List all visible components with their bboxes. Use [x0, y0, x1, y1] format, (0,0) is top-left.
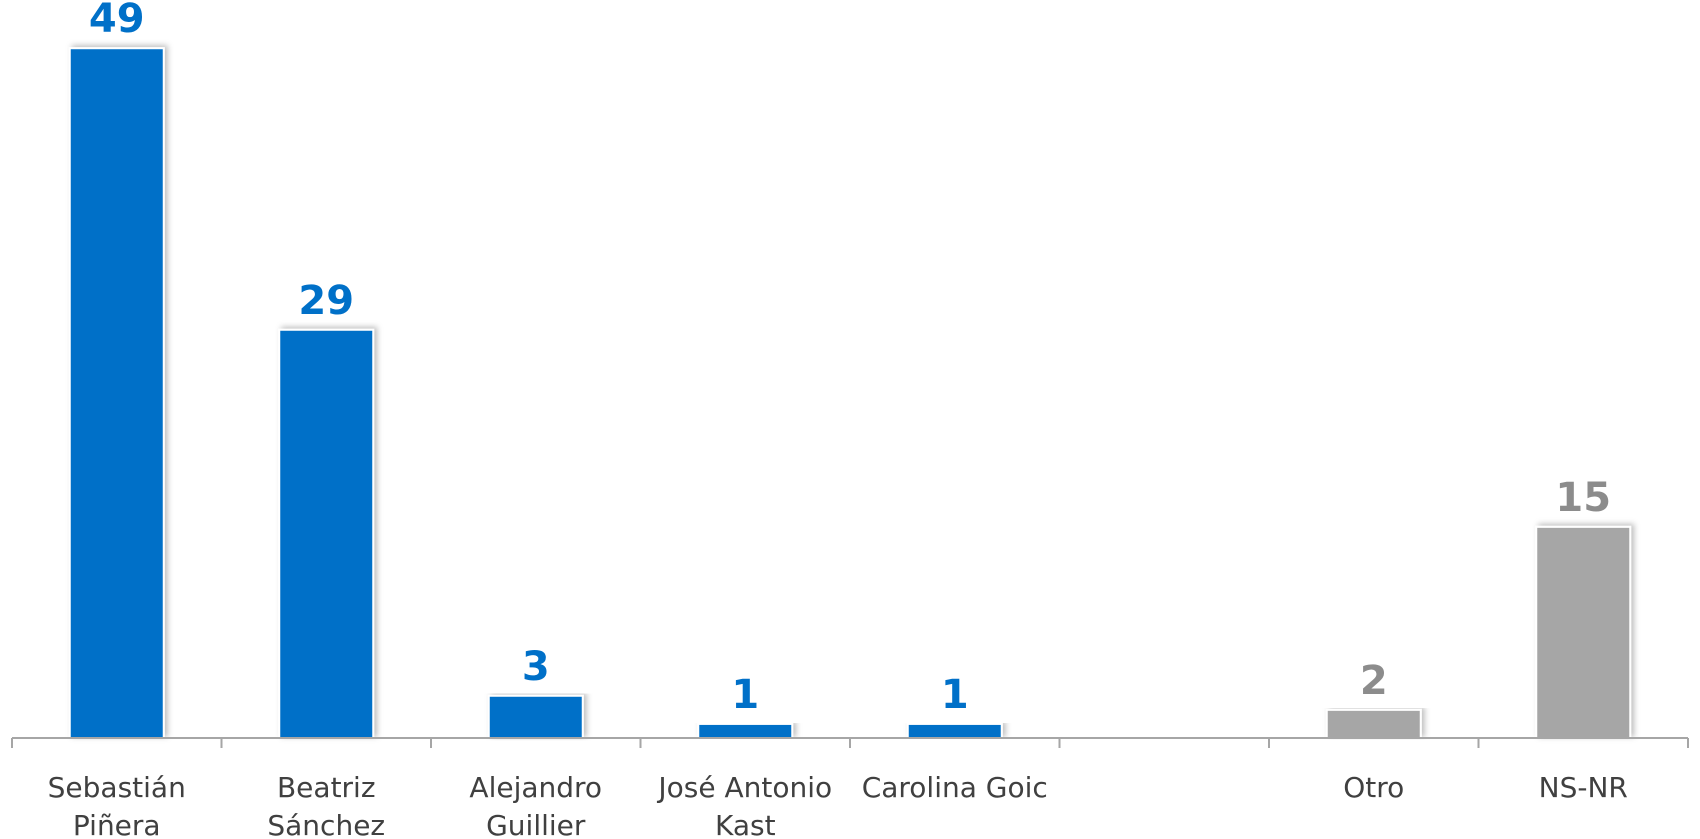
bar	[906, 722, 1003, 740]
category-label: Kast	[715, 809, 776, 839]
bar	[1535, 525, 1632, 739]
category-labels-group: Sebastián Piñera Beatriz Sánchez Alejandro Gu…	[48, 771, 1628, 839]
bar	[697, 722, 794, 740]
category-label: Beatriz	[277, 771, 376, 804]
bar	[68, 47, 165, 739]
category-label: Sebastián	[48, 771, 186, 804]
bars-group	[68, 47, 1632, 740]
data-label: 1	[731, 672, 759, 718]
x-axis	[11, 737, 1689, 748]
category-label: Alejandro	[469, 771, 602, 804]
data-label: 15	[1555, 475, 1611, 521]
category-label: Carolina Goic	[862, 771, 1048, 804]
category-label: José Antonio	[656, 771, 832, 804]
data-label: 49	[89, 0, 145, 42]
data-label: 2	[1360, 658, 1388, 704]
bar	[278, 328, 375, 739]
category-label: NS-NR	[1539, 771, 1628, 804]
data-label: 29	[298, 278, 354, 324]
bar	[487, 694, 584, 739]
category-label: Guillier	[486, 809, 586, 839]
value-labels-group: 49 29 3 1 1 2 15	[89, 0, 1611, 718]
category-label: Piñera	[73, 809, 161, 839]
data-label: 1	[941, 672, 969, 718]
category-label: Sánchez	[267, 809, 385, 839]
bar	[1325, 708, 1422, 739]
data-label: 3	[522, 644, 550, 690]
category-label: Otro	[1343, 771, 1404, 804]
